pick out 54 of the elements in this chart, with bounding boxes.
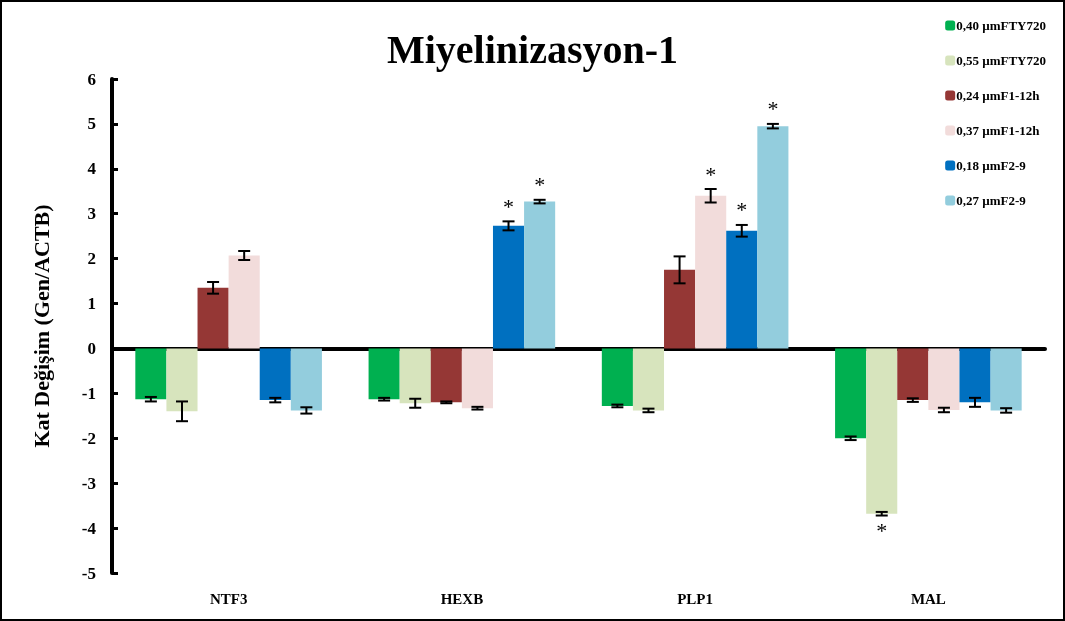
y-tick-label: 4: [87, 159, 97, 179]
bar: [430, 348, 462, 403]
y-tick-label: -1: [81, 383, 96, 403]
bar: [959, 348, 991, 403]
y-tick-label: -3: [81, 473, 96, 493]
x-tick-label: NTF3: [209, 590, 248, 607]
x-tick-label: HEXB: [440, 590, 484, 607]
data-label: *: [767, 96, 779, 122]
x-tick-label: MAL: [910, 590, 946, 607]
y-tick-label: 5: [87, 114, 96, 134]
bar: [726, 230, 758, 349]
bar: [492, 225, 525, 349]
legend-label: 0,27 µmF2-9: [956, 193, 1027, 208]
bar: [290, 348, 322, 411]
data-label: *: [534, 172, 546, 198]
legend-label: 0,55 µmFTY720: [956, 53, 1047, 68]
bar: [166, 348, 198, 412]
y-axis-title: Kat Değişim (Gen/ACTB): [28, 204, 54, 448]
legend-label: 0,18 µmF2-9: [956, 158, 1027, 173]
bar: [835, 348, 867, 439]
data-label: *: [705, 161, 717, 187]
bar: [135, 348, 167, 400]
bar: [601, 348, 633, 406]
legend-label: 0,24 µmF1-12h: [956, 88, 1041, 103]
bar: [259, 348, 291, 401]
data-label: *: [876, 518, 888, 544]
bar: [664, 269, 696, 349]
y-tick-label: -2: [81, 428, 96, 448]
chart-title: Miyelinizasyon-1: [386, 26, 679, 72]
bar: [228, 255, 260, 349]
bar: [368, 348, 400, 400]
x-tick-label: PLP1: [677, 590, 714, 607]
bar: [461, 348, 493, 409]
bar: [757, 126, 789, 349]
bar: [990, 348, 1022, 411]
bar: [399, 348, 431, 404]
bar: [695, 195, 727, 349]
bar: [897, 348, 929, 401]
bar: [632, 348, 665, 411]
data-label: *: [736, 197, 748, 223]
bar: [928, 348, 960, 410]
bar: [197, 287, 229, 349]
y-tick-label: -5: [81, 563, 96, 583]
legend-label: 0,40 µmFTY720: [956, 18, 1047, 33]
data-label: *: [503, 193, 515, 219]
bar: [866, 348, 898, 514]
y-tick-label: 1: [87, 294, 96, 314]
y-tick-label: 0: [87, 338, 96, 358]
legend-label: 0,37 µmF1-12h: [956, 123, 1041, 138]
y-tick-label: -4: [81, 518, 97, 538]
y-tick-label: 6: [87, 69, 96, 89]
bar: [524, 201, 556, 349]
y-tick-label: 3: [87, 204, 96, 224]
y-tick-label: 2: [87, 249, 96, 269]
